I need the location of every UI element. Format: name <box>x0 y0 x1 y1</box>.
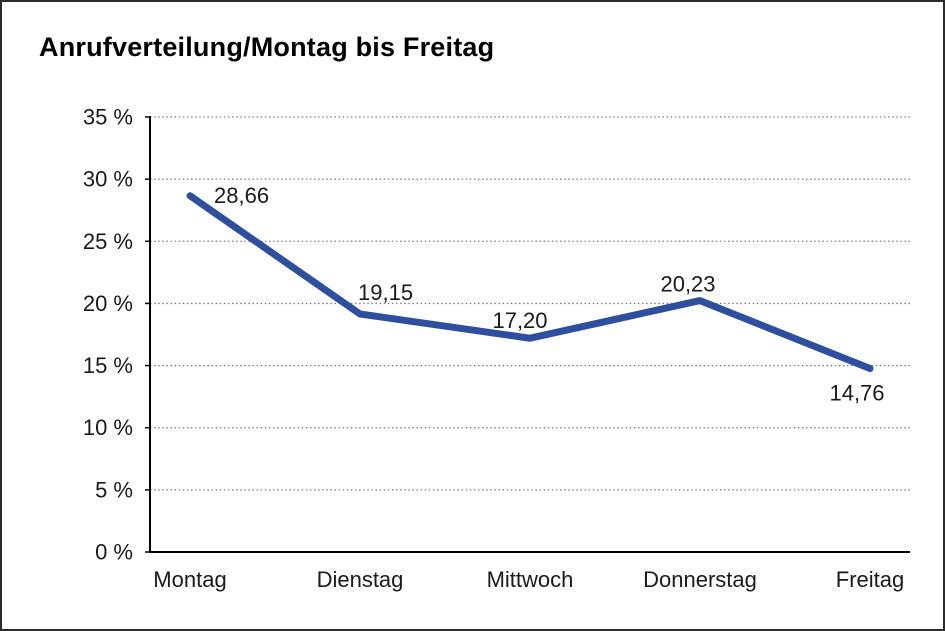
x-axis-label: Donnerstag <box>643 567 757 592</box>
y-axis-label: 15 % <box>83 353 133 378</box>
y-axis-label: 35 % <box>83 105 133 130</box>
y-axis-label: 25 % <box>83 229 133 254</box>
data-point-label: 17,20 <box>492 308 547 333</box>
y-axis-label: 10 % <box>83 415 133 440</box>
data-point-label: 19,15 <box>358 280 413 305</box>
y-axis-label: 20 % <box>83 291 133 316</box>
x-axis-label: Montag <box>153 567 226 592</box>
data-line <box>186 192 874 373</box>
y-axis-label: 30 % <box>83 167 133 192</box>
x-axis-label: Dienstag <box>317 567 404 592</box>
x-axis-label: Mittwoch <box>487 567 574 592</box>
data-point-label: 14,76 <box>829 381 884 406</box>
data-point-label: 28,66 <box>214 183 269 208</box>
x-axis-label: Freitag <box>836 567 904 592</box>
chart-title: Anrufverteilung/Montag bis Freitag <box>39 32 495 62</box>
y-axis-label: 0 % <box>95 540 133 565</box>
data-point-label: 20,23 <box>660 272 715 297</box>
y-axis-label: 5 % <box>95 477 133 502</box>
